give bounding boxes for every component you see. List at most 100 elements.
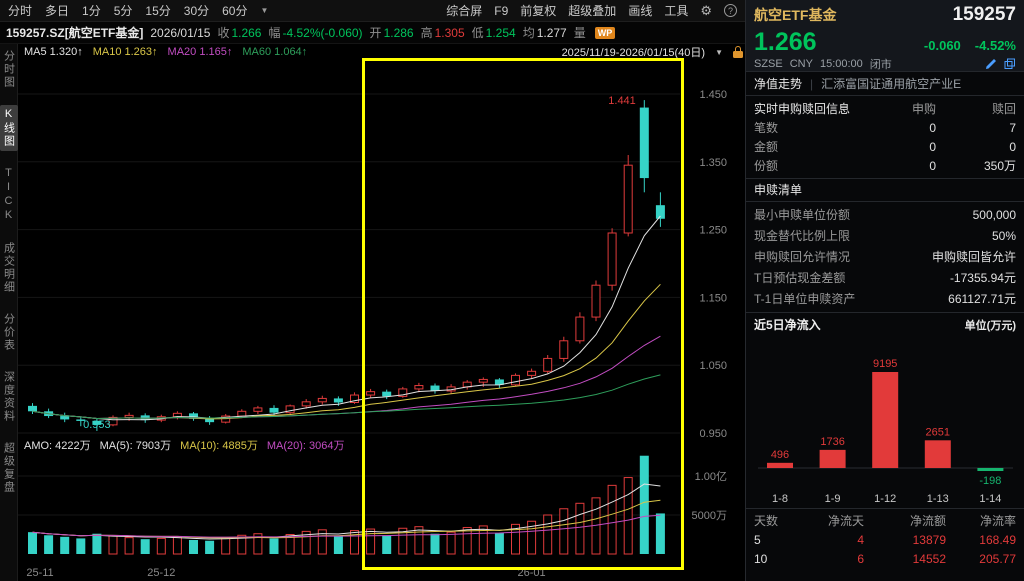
period-toolbar: 分时 多日 1分 5分 15分 30分 60分 ▼ 综合屏 F9 前复权 超级叠… (0, 0, 745, 22)
tab-5min[interactable]: 5分 (113, 4, 133, 18)
last-price: 1.266 (754, 28, 817, 56)
svg-text:1.150: 1.150 (699, 292, 727, 304)
quote-time: 15:00:00 (819, 57, 863, 70)
tab-1min[interactable]: 1分 (82, 4, 101, 18)
date-range-label[interactable]: 2025/11/19-2026/01/15(40日) (561, 47, 706, 59)
tab-30min[interactable]: 30分 (183, 4, 210, 18)
redemption-list: 最小申赎单位份额 500,000 现金替代比例上限 50% 申购赎回允许情况 申… (746, 202, 1024, 312)
amo-indicator-row: AMO: 4222万 MA(5): 7903万 MA(10): 4885万 MA… (24, 437, 345, 452)
svg-text:0.950: 0.950 (699, 428, 727, 440)
quote-bar: 159257.SZ[航空ETF基金] 2026/01/15 收 1.266 幅 -4… (0, 22, 745, 44)
subscription-title: 实时申购赎回信息 (754, 101, 851, 116)
range-dropdown-caret[interactable]: ▼ (715, 47, 723, 57)
svg-text:1.00亿: 1.00亿 (695, 470, 727, 483)
period-dropdown-caret[interactable]: ▼ (260, 6, 269, 15)
svg-text:1.450: 1.450 (699, 89, 727, 101)
svg-text:26-01: 26-01 (518, 567, 546, 579)
subscription-row: 笔数 0 7 (754, 120, 1016, 136)
quote-field-close: 收 1.266 (217, 26, 262, 40)
redemption-list-title: 申赎清单 (746, 178, 1024, 202)
tab-intraday[interactable]: 分时 (8, 4, 33, 18)
quote-field-high: 高 1.305 (420, 26, 465, 40)
amo-ma20-label: MA(20): 3064万 (266, 440, 345, 452)
composite-screen-button[interactable]: 综合屏 (446, 4, 483, 18)
fund-name: 航空ETF基金 (754, 7, 837, 23)
overlap-windows-icon[interactable] (1004, 58, 1016, 70)
kline-chart-area[interactable]: 1.450 1.350 1.250 1.150 1.050 0.950 1.00亿 5000万… (18, 44, 745, 581)
currency-label: CNY (789, 57, 813, 70)
table-cell: 13879 (912, 533, 946, 547)
tab-nav-value-trend[interactable]: 净值走势 (754, 77, 803, 91)
quote-field-low: 低 1.254 (471, 26, 516, 40)
quote-date: 2026/01/15 (150, 25, 211, 40)
svg-text:-198: -198 (979, 475, 1001, 487)
svg-text:5000万: 5000万 (692, 510, 727, 522)
gear-icon[interactable]: ⚙ (700, 2, 712, 18)
svg-text:1-13: 1-13 (927, 493, 949, 505)
quote-field-avg: 均 1.277 (522, 26, 567, 40)
sidebar-item-price-table[interactable]: 分价表 (2, 313, 15, 352)
linked-fund-link[interactable]: 汇添富国证通用航空产业E (821, 77, 962, 91)
tab-15min[interactable]: 15分 (145, 4, 171, 18)
svg-text:1.050: 1.050 (699, 360, 727, 372)
draw-line-button[interactable]: 画线 (628, 4, 653, 18)
f9-button[interactable]: F9 (494, 3, 509, 18)
ma5-label: MA5 1.320↑ (24, 46, 83, 58)
tools-button[interactable]: 工具 (664, 4, 689, 18)
svg-text:496: 496 (771, 449, 789, 461)
svg-text:2651: 2651 (926, 426, 950, 438)
redemption-row: 申购赎回允许情况 申购赎回皆允许 (754, 250, 1016, 264)
inflow-title: 近5日净流入 (754, 318, 821, 332)
amo-ma5-label: MA(5): 7903万 (99, 440, 172, 452)
subscription-row: 金额 0 0 (754, 139, 1016, 155)
ma20-label: MA20 1.165↑ (167, 46, 233, 58)
svg-text:1-12: 1-12 (874, 493, 896, 505)
inflow-svg: 496 1-8 1736 1-9 9195 1-12 2651 1-13 -198 1-14 (758, 358, 1013, 505)
svg-text:1736: 1736 (820, 436, 844, 448)
fund-code: 159257 (952, 4, 1016, 25)
fund-nav-row: 净值走势 | 汇添富国证通用航空产业E (746, 72, 1024, 96)
amo-label: AMO: 4222万 (24, 440, 91, 452)
svg-text:0.953: 0.953 (83, 419, 111, 431)
edit-icon[interactable] (985, 58, 997, 70)
price-change-pct: -4.52% (974, 38, 1016, 53)
sidebar-item-trade-detail[interactable]: 成交明细 (2, 242, 15, 294)
price-change: -0.060 (923, 38, 961, 53)
svg-text:1.350: 1.350 (699, 157, 727, 169)
chart-mode-sidebar: 分时图 K线图 TICK 成交明细 分价表 深度资料 超级复盘 (0, 44, 18, 581)
sidebar-item-kline-chart[interactable]: K线图 (0, 105, 18, 151)
inflow-section-header: 近5日净流入 单位(万元) (746, 312, 1024, 336)
table-cell: 6 (857, 552, 864, 566)
quote-field-open: 开 1.286 (369, 26, 414, 40)
tab-multiday[interactable]: 多日 (45, 4, 70, 18)
sidebar-item-tick[interactable]: TICK (2, 167, 15, 223)
redemption-row: 最小申赎单位份额 500,000 (754, 207, 1016, 223)
sidebar-item-depth-info[interactable]: 深度资料 (2, 371, 15, 423)
ma10-label: MA10 1.263↑ (92, 46, 158, 58)
ma-indicator-row: MA5 1.320↑ MA10 1.263↑ MA20 1.165↑ MA60 … (24, 44, 743, 60)
sidebar-item-super-review[interactable]: 超级复盘 (2, 442, 15, 494)
symbol-label: 159257.SZ[航空ETF基金] (6, 26, 144, 40)
exchange-label: SZSE (754, 57, 783, 70)
toolbar-right-group: 综合屏 F9 前复权 超级叠加 画线 工具 ⚙ ? (446, 2, 737, 19)
market-status-label: 闭市 (869, 58, 892, 71)
sidebar-item-intraday-chart[interactable]: 分时图 (2, 50, 15, 89)
forward-adjust-button[interactable]: 前复权 (520, 4, 557, 18)
tab-60min[interactable]: 60分 (222, 4, 248, 18)
table-cell: 205.77 (979, 552, 1016, 566)
nav-separator: | (810, 76, 814, 91)
svg-text:9195: 9195 (873, 358, 897, 370)
table-cell: 14552 (912, 552, 946, 566)
fund-quote-header: 航空ETF基金 159257 1.266 -0.060 -4.52% SZSE … (746, 0, 1024, 72)
svg-text:1-9: 1-9 (825, 493, 841, 505)
svg-text:25-12: 25-12 (147, 567, 175, 579)
super-overlay-button[interactable]: 超级叠加 (568, 4, 617, 18)
lock-icon[interactable] (733, 46, 743, 58)
subscription-section: 实时申购赎回信息 申购 赎回 笔数 0 7 金额 0 0 份额 0 350万 (746, 96, 1024, 178)
redemption-row: T-1日单位申赎资产 661127.71元 (754, 292, 1016, 306)
help-icon[interactable]: ? (724, 4, 737, 17)
wp-badge[interactable]: WP (594, 26, 616, 39)
svg-text:1-8: 1-8 (772, 493, 788, 505)
subscription-col1-header: 申购 (911, 101, 936, 116)
